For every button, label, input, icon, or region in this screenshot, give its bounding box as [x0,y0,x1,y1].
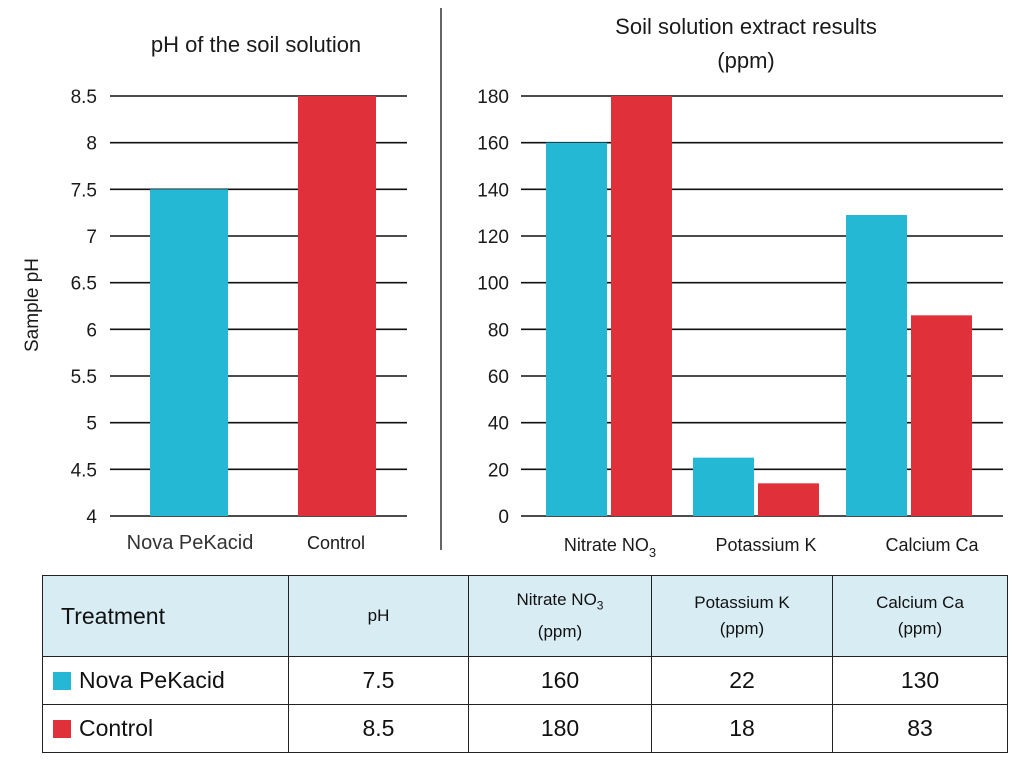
ph-chart-title: pH of the soil solution [151,32,361,57]
bar-nova-pekacid-potassium [693,457,754,516]
row-nova-potassium: 22 [651,656,833,705]
x-category-label: Nova PeKacid [127,532,254,554]
y-tick-label: 40 [488,414,509,435]
y-tick-label: 8 [86,134,97,155]
header-calcium-label: Calcium Ca [876,593,964,612]
header-nitrate-subscript: 3 [596,598,604,613]
header-nitrate-unit: (ppm) [537,621,583,641]
nova-swatch [53,672,71,690]
x-category-text: Calcium Ca [885,535,979,555]
ph-chart-bars [150,96,376,517]
extract-chart-bars [546,96,972,516]
header-potassium-unit: (ppm) [719,619,765,638]
ph-chart-ticks: 4 4.5 5 5.5 6 6.5 7 7.5 8 8.5 [71,87,98,528]
extract-chart-ticks: 0 20 40 60 80 100 120 140 160 180 [477,87,509,528]
header-treatment: Treatment [42,575,289,657]
x-category-label: Calcium Ca [885,535,979,555]
row-nova-calcium: 130 [832,656,1008,705]
y-tick-label: 7.5 [71,180,97,201]
ph-chart: pH of the soil solution 4 4.5 5 5.5 6 6.5 7 7.5… [71,32,407,554]
extract-chart-title-line2: (ppm) [717,48,774,73]
row-nova-treatment: Nova PeKacid [42,656,289,705]
y-tick-label: 20 [488,460,509,481]
row-control-calcium: 83 [832,704,1008,753]
bar-nova-pekacid-nitrate [546,142,607,516]
ph-chart-categories: Nova PeKacid Control [127,532,365,554]
table-row: Control 8.5 180 18 83 [42,704,1008,753]
y-tick-label: 80 [488,320,509,341]
header-nitrate: Nitrate NO3 (ppm) [468,575,652,657]
x-category-label: Control [307,533,365,553]
row-control-nitrate: 180 [468,704,652,753]
y-tick-label: 4 [86,507,97,528]
y-axis-label: Sample pH [22,258,43,352]
row-nova-ph: 7.5 [288,656,469,705]
header-potassium-label: Potassium K [694,593,790,612]
y-tick-label: 120 [477,227,509,248]
table-header-row: Treatment pH Nitrate NO3 (ppm) Potassium… [42,575,1008,657]
row-control-ph: 8.5 [288,704,469,753]
row-control-potassium: 18 [651,704,833,753]
y-tick-label: 140 [477,180,509,201]
extract-chart-title-line1: Soil solution extract results [615,14,877,39]
bar-nova-pekacid-calcium [846,215,907,516]
y-tick-label: 5.5 [71,367,97,388]
y-tick-label: 180 [477,87,509,108]
x-category-text: Potassium K [715,535,816,555]
y-tick-label: 160 [477,134,509,155]
bar-control-potassium [758,483,819,516]
x-category-label: Nitrate NO3 [564,535,656,560]
y-tick-label: 4.5 [71,460,97,481]
y-tick-label: 8.5 [71,87,97,108]
y-tick-label: 60 [488,367,509,388]
y-tick-label: 100 [477,274,509,295]
control-swatch [53,720,71,738]
y-tick-label: 6 [86,320,97,341]
header-ph: pH [288,575,469,657]
row-nova-label: Nova PeKacid [79,667,225,693]
x-category-subscript: 3 [649,545,656,560]
x-category-label: Potassium K [715,535,816,555]
row-control-treatment: Control [42,704,289,753]
x-category-text: Nitrate NO [564,535,649,555]
header-potassium: Potassium K (ppm) [651,575,833,657]
results-table: Treatment pH Nitrate NO3 (ppm) Potassium… [42,575,1008,753]
row-nova-nitrate: 160 [468,656,652,705]
charts-area: Sample pH pH of the soil solution 4 4.5 5 5… [22,8,1003,560]
y-tick-label: 7 [86,227,97,248]
header-calcium: Calcium Ca (ppm) [832,575,1008,657]
header-nitrate-label: Nitrate NO [516,590,597,610]
extract-chart-categories: Nitrate NO3 Potassium K Calcium Ca [564,535,980,560]
bar-nova-pekacid-ph [150,189,228,517]
extract-chart: Soil solution extract results (ppm) 0 20 4… [477,14,1003,560]
table-row: Nova PeKacid 7.5 160 22 130 [42,656,1008,705]
header-calcium-unit: (ppm) [897,619,943,638]
bar-control-calcium [911,315,972,516]
bar-control-ph [298,96,376,516]
row-control-label: Control [79,715,154,741]
bar-control-nitrate [611,96,672,516]
y-tick-label: 5 [86,414,97,435]
y-tick-label: 0 [498,507,509,528]
y-tick-label: 6.5 [71,274,97,295]
